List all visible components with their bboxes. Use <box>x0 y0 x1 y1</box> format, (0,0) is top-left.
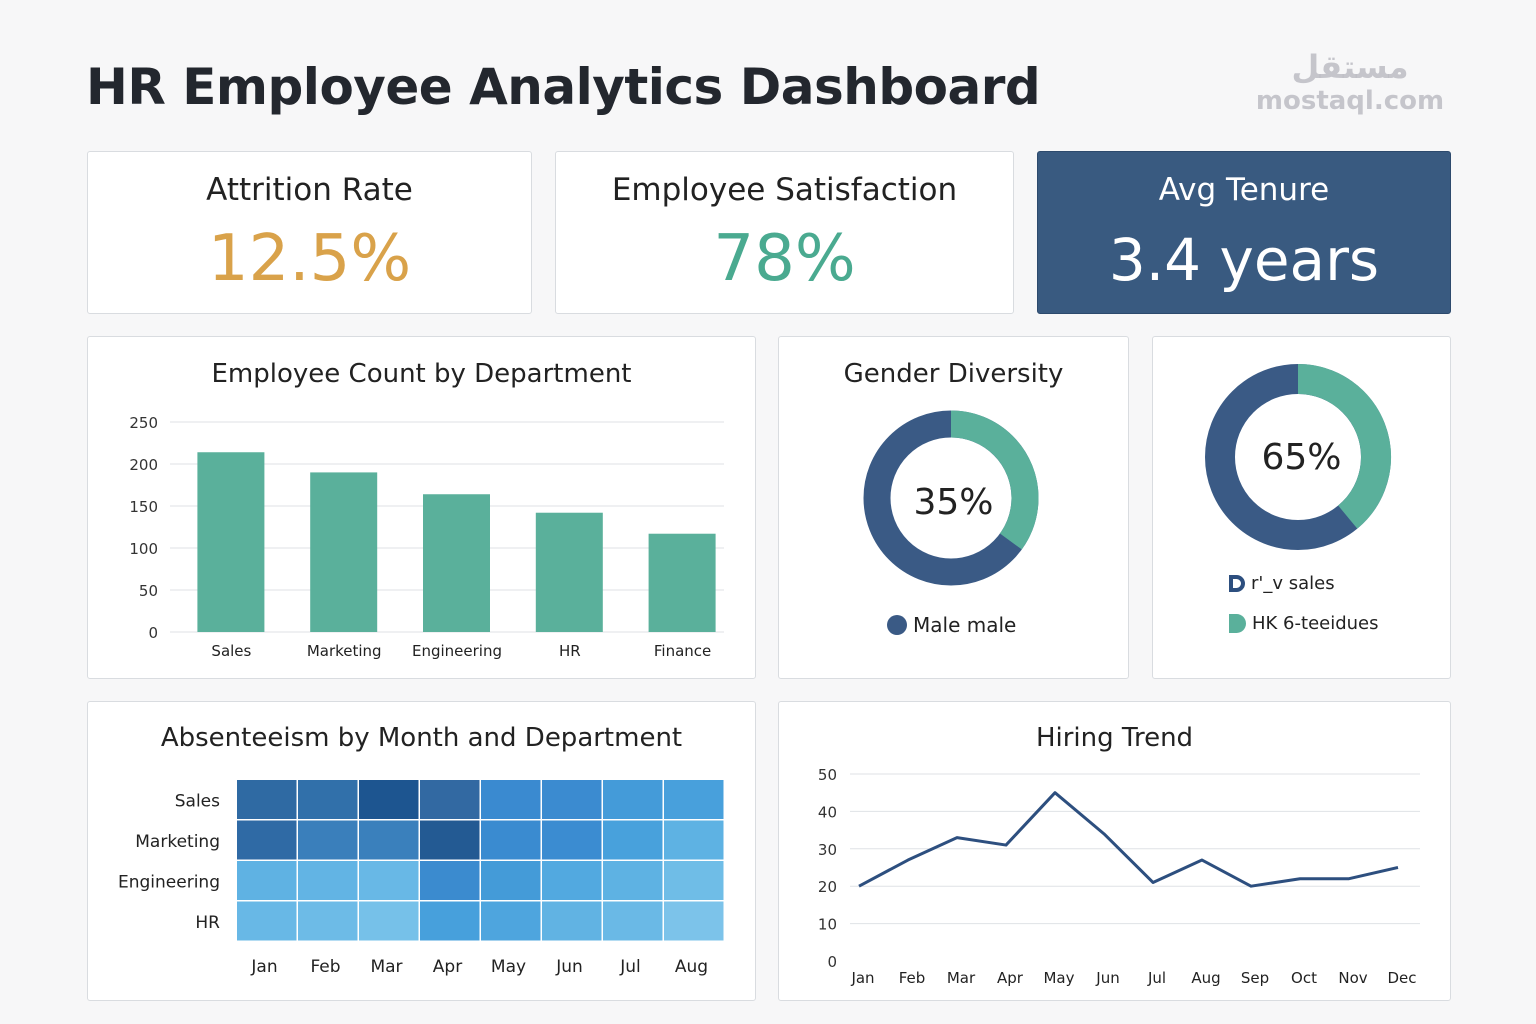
donut-center-label: 35% <box>913 482 994 523</box>
kpi-value: 3.4 years <box>1108 226 1380 294</box>
legend-label: r'_v sales <box>1251 573 1335 594</box>
kpi-label: Employee Satisfaction <box>611 172 958 208</box>
watermark-latin: mostaql.com <box>1255 86 1445 116</box>
chart-title: Absenteeism by Month and Department <box>160 723 683 753</box>
watermark: مستقل mostaql.com <box>1250 50 1450 118</box>
chart-title: Hiring Trend <box>1035 723 1194 753</box>
chart-title: Gender Diversity <box>843 359 1064 389</box>
gender-card: Gender Diversity 35% Male male <box>778 336 1129 679</box>
heatmap-card: Absenteeism by Month and Department <box>87 701 756 1001</box>
legend-dot-icon <box>887 615 907 635</box>
kpi-value: 78% <box>713 222 856 296</box>
dept-chart-card: Employee Count by Department <box>87 336 756 679</box>
kpi-label: Avg Tenure <box>1158 172 1330 208</box>
donut-center-label: 65% <box>1261 437 1342 478</box>
kpi-label: Attrition Rate <box>206 172 413 208</box>
page-title: HR Employee Analytics Dashboard <box>86 58 1041 116</box>
donut2-card: 65% r'_v sales HK 6-teeidues <box>1152 336 1451 679</box>
legend-item: Male male <box>887 613 1016 637</box>
kpi-attrition-card: Attrition Rate 12.5% <box>87 151 532 314</box>
legend-label: HK 6-teeidues <box>1252 613 1379 634</box>
legend-item: r'_v sales <box>1229 573 1335 594</box>
legend-marker-icon <box>1229 575 1245 592</box>
legend-label: Male male <box>913 613 1017 637</box>
kpi-value: 12.5% <box>207 222 412 296</box>
chart-title: Employee Count by Department <box>211 359 632 389</box>
kpi-satisfaction-card: Employee Satisfaction 78% <box>555 151 1014 314</box>
hiring-card: Hiring Trend <box>778 701 1451 1001</box>
kpi-tenure-card: Avg Tenure 3.4 years <box>1037 151 1451 314</box>
legend-item: HK 6-teeidues <box>1229 613 1379 634</box>
watermark-arabic: مستقل <box>1291 48 1409 86</box>
legend-marker-icon <box>1229 614 1246 633</box>
